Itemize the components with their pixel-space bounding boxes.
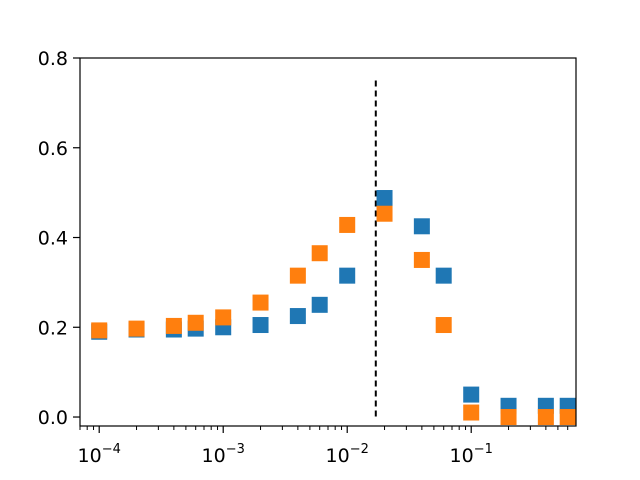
data-point-series-2 [165, 317, 182, 334]
data-point-series-2 [435, 317, 452, 334]
data-point-series-2 [537, 409, 554, 426]
y-tick-label: 0.2 [38, 317, 68, 339]
x-tick-label: 10−3 [202, 442, 245, 467]
data-point-series-1 [463, 386, 480, 403]
data-point-series-2 [339, 216, 356, 233]
x-tick-label: 10−2 [326, 442, 369, 467]
x-tick-base: 10 [450, 445, 474, 467]
data-point-series-1 [252, 317, 269, 334]
data-point-series-2 [252, 294, 269, 311]
data-point-series-2 [91, 322, 108, 339]
x-tick-base: 10 [78, 445, 102, 467]
data-point-series-2 [559, 409, 576, 426]
x-tick-exponent: −3 [226, 442, 245, 457]
data-point-series-2 [376, 205, 393, 222]
data-point-series-2 [463, 404, 480, 421]
x-tick-label: 10−1 [450, 442, 493, 467]
axis-ticks: 0.00.20.40.60.810−4 10−3 10−2 10−1 [38, 48, 569, 467]
x-tick-base: 10 [326, 445, 350, 467]
data-point-series-2 [289, 267, 306, 284]
y-tick-label: 0.6 [38, 138, 68, 160]
y-tick-label: 0.8 [38, 48, 68, 70]
data-point-series-1 [339, 267, 356, 284]
data-point-series-1 [311, 296, 328, 313]
x-tick-exponent: −4 [102, 442, 121, 457]
data-point-series-2 [500, 409, 517, 426]
data-point-series-2 [128, 320, 145, 337]
plot-frame [79, 57, 577, 427]
y-tick-label: 0.4 [38, 228, 68, 250]
x-tick-label: 10−4 [78, 442, 121, 467]
data-point-series-1 [289, 308, 306, 325]
data-point-series-2 [215, 309, 232, 326]
data-point-series-1 [413, 218, 430, 235]
data-point-series-1 [435, 267, 452, 284]
x-tick-base: 10 [202, 445, 226, 467]
data-point-series-1 [376, 190, 393, 207]
data-point-series-2 [187, 314, 204, 331]
data-point-series-2 [311, 245, 328, 262]
data-point-series-2 [413, 251, 430, 268]
x-tick-exponent: −1 [474, 442, 493, 457]
y-tick-label: 0.0 [38, 407, 68, 429]
x-tick-exponent: −2 [350, 442, 369, 457]
data-points [91, 190, 576, 426]
